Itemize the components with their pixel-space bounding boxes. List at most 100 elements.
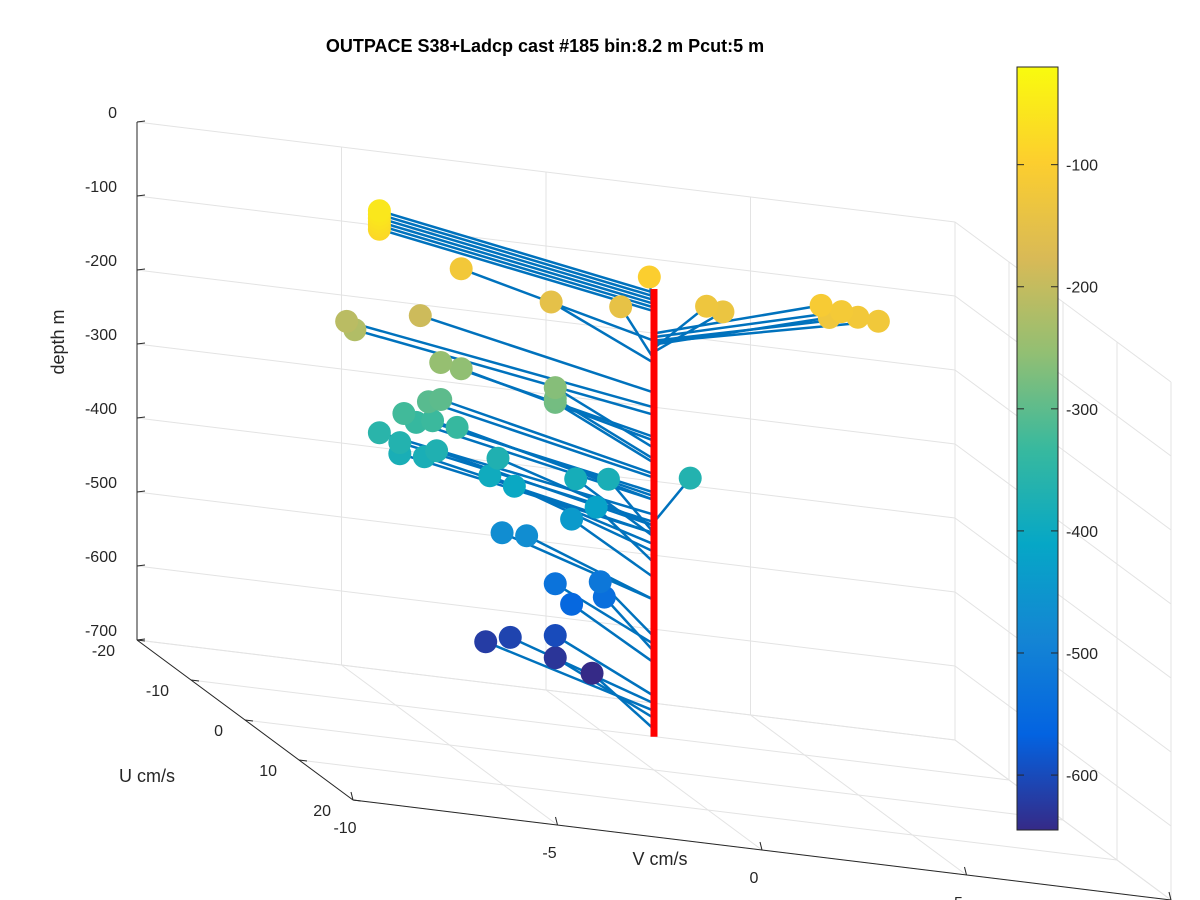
data-point [543,572,567,596]
u-tick-label: 0 [214,723,223,740]
v-tick-mark [1168,891,1172,900]
z-tick-label: -400 [85,401,117,418]
u-tick-mark [352,799,362,802]
data-point [449,257,473,281]
velocity-stick [595,506,655,564]
colorbar-tick-label: -100 [1066,158,1098,175]
grid-line [136,121,956,223]
v-tick-mark [759,841,763,851]
data-point [429,351,453,374]
data-point [564,467,588,491]
grid-line [136,417,956,519]
velocity-stick [456,426,655,502]
data-point [560,507,584,531]
z-tick-label: 0 [108,105,117,122]
u-tick-mark [298,759,308,762]
u-tick-label: 20 [313,803,331,820]
colorbar-tick-label: -600 [1066,768,1098,785]
grid-line [954,443,1172,605]
grid-line [954,221,1172,383]
grid-line [190,679,1010,781]
colorbar-ticks: -100 -200 -300 -400 -500 -600 [1017,158,1098,785]
grid-line [136,639,956,741]
data-point [584,495,608,519]
velocity-stick [497,457,655,527]
z-tick-mark [136,342,146,345]
grid-line [954,295,1172,457]
velocity-stick [550,300,655,365]
data-point [367,199,391,223]
data-point [425,439,449,463]
velocity-stick [591,672,655,731]
u-tick-mark [190,679,200,682]
z-tick-label: -600 [85,549,117,566]
data-point [335,309,359,333]
data-point [429,388,453,411]
colorbar-gradient [1016,66,1059,831]
data-point [367,421,391,445]
tick-labels: 0-100-200-300-400-500-600-700-20-1001020… [85,105,1172,900]
grid-line [136,491,956,593]
velocity-stick [653,310,842,339]
colorbar-tick-label: -200 [1066,280,1098,297]
data-point [866,309,890,333]
grid-line [136,565,956,667]
data-point [392,402,416,425]
u-tick-label: -20 [92,643,115,660]
data-point [486,446,510,470]
velocity-stick [428,400,655,479]
velocity-stick [603,596,655,653]
colorbar-tick-label: -500 [1066,646,1098,663]
data-point [474,630,498,654]
z-tick-label: -700 [85,623,117,640]
velocity-stick [379,213,655,298]
grid-line [954,369,1172,531]
data-point [478,464,502,488]
data-point [421,409,445,433]
data-point [809,293,833,317]
velocity-stick [485,640,655,712]
data-point [515,524,539,548]
grid-layer [136,121,1172,900]
velocity-stick [653,316,830,346]
grid-line [954,517,1172,679]
v-tick-label: 0 [750,870,759,887]
velocity-stick [354,328,655,417]
velocity-stick [379,220,655,305]
v-tick-mark [964,866,967,876]
grid-line [244,719,1064,821]
velocity-stick [554,386,655,450]
grid-line [954,591,1172,753]
colorbar-tick-label: -300 [1066,402,1098,419]
chart-title: OUTPACE S38+Ladcp cast #185 bin:8.2 m Pc… [326,36,764,56]
data-point [560,592,584,616]
u-tick-mark [136,639,146,642]
z-tick-label: -500 [85,475,117,492]
data-point [449,357,473,381]
velocity-stick [419,314,655,394]
x-axis-label: V cm/s [632,849,687,869]
data-point [543,624,567,647]
data-point [580,661,604,685]
z-tick-mark [136,416,146,419]
data-point [445,415,469,439]
z-tick-mark [136,194,146,197]
colorbar: -100 -200 -300 -400 -500 -600 [1016,66,1098,831]
colorbar-tick-label: -400 [1066,524,1098,541]
plot-marks [335,199,890,737]
u-tick-label: -10 [146,683,169,700]
v-tick-mark [350,791,354,801]
velocity-stick [423,455,655,535]
data-point [543,376,567,400]
velocity-stick [440,398,655,476]
data-point [539,290,563,314]
velocity-stick [379,228,655,313]
data-point [588,570,612,594]
u-tick-mark [244,719,254,722]
velocity-stick [554,397,655,461]
grid-line [136,195,956,297]
velocity-stick [574,477,655,538]
velocity-stick [554,401,655,464]
velocity-stick [570,518,655,579]
z-tick-label: -100 [85,179,117,196]
